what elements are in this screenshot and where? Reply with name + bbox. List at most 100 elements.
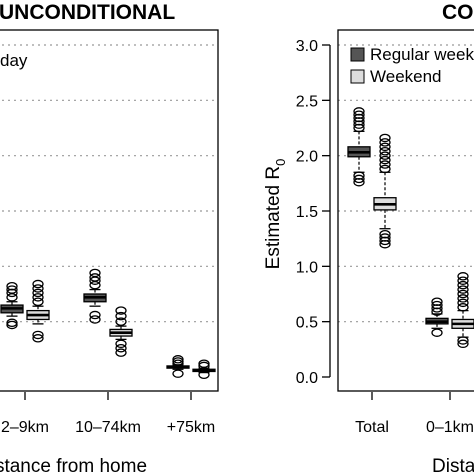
legend-swatch-weekend [350,69,365,84]
outlier-point [89,273,101,282]
box-regular-weekday-2-9km [0,282,24,330]
panel-title-unconditional: UNCONDITIONAL [0,1,175,24]
y-tick-label: 2.0 [296,149,318,166]
legend: Regular weekday Weekend [350,45,474,86]
outlier-point [115,348,127,357]
outlier-point [379,160,391,169]
x-tick-label: 2–9km [1,419,49,436]
outlier-point [89,280,101,290]
legend-swatch-weekday [350,47,365,62]
x-tick-label: 10–74km [75,419,141,436]
outlier-point [115,317,127,326]
x-axis: Total 0–1km [355,392,474,436]
y-tick-label: 0.5 [296,315,318,332]
outlier-point [457,294,469,303]
outlier-point [32,284,44,293]
plot-frame [0,29,219,392]
boxplot-marks [347,107,474,349]
outlier-point [353,171,365,180]
outlier-point [32,279,44,289]
outlier-point [32,330,44,340]
box-weekend-2-9km [26,279,50,343]
outlier-point [6,293,18,302]
legend: day [0,51,28,70]
y-axis-label-subscript: 0 [273,159,288,166]
y-axis-label: Estimated R0 [263,159,288,270]
outlier-point [431,297,443,306]
outlier-point [379,164,391,174]
x-tick-label: +75km [167,419,215,436]
box-weekend-+75km [192,359,216,380]
outlier-point [172,369,184,378]
outlier-point [89,310,101,320]
panel-title-conditional: CONDITIONAL [442,1,474,24]
outlier-point [32,297,44,306]
y-tick-label: 2.5 [296,93,318,110]
panel-conditional: CONDITIONAL 0.0 0.5 1.0 1.5 2.0 2.5 3.0 Estima… [263,1,474,474]
y-tick-label: 3.0 [296,38,318,55]
outlier-point [198,361,210,371]
outlier-point [32,334,44,343]
outlier-point [379,133,391,143]
outlier-point [457,339,469,349]
y-axis-label-main: Estimated R [263,166,284,269]
outlier-point [457,336,469,345]
outlier-point [89,268,101,278]
legend-label-weekday-fragment: day [0,51,28,70]
legend-label-weekend: Weekend [370,67,442,86]
outlier-point [172,359,184,368]
x-tick-label: Total [355,419,389,436]
outlier-point [379,151,391,160]
y-axis: 0.0 0.5 1.0 1.5 2.0 2.5 3.0 [296,38,331,387]
outlier-point [457,298,469,308]
outlier-point [172,355,184,364]
y-tick-label: 1.5 [296,204,318,221]
outlier-point [379,229,391,239]
x-tick-label: 0–1km [426,419,474,436]
outlier-point [198,359,210,368]
outlier-point [457,285,469,294]
outlier-point [115,339,127,349]
outlier-point [198,370,210,380]
outlier-point [353,107,365,116]
outlier-point [457,276,469,285]
outlier-point [457,303,469,312]
outlier-point [431,328,443,337]
outlier-point [379,155,391,165]
panel-unconditional: UNCONDITIONAL day 2–9km 10–74km +75km Dist… [0,1,219,474]
outlier-point [6,285,18,294]
outlier-point [353,174,365,184]
outlier-point [115,311,127,321]
outlier-point [115,343,127,353]
outlier-point [379,142,391,152]
box-weekend-10-74km [109,306,133,357]
outlier-point [457,280,469,290]
y-tick-label: 0.0 [296,370,318,387]
outlier-point [6,318,18,328]
outlier-point [115,306,127,315]
plot-frame [337,29,474,392]
outlier-point [379,138,391,147]
outlier-point [172,357,184,366]
x-axis-label: Distance from home [432,456,474,474]
outlier-point [6,282,18,291]
outlier-point [32,293,44,302]
box-regular-weekday-10-74km [83,268,107,324]
box-weekend-total [373,133,397,249]
box-regular-weekday-0-1km [425,297,449,337]
outlier-point [353,110,365,119]
boxplot-marks [0,268,216,380]
box-regular-weekday-total [347,107,371,187]
x-axis: 2–9km 10–74km +75km [1,392,215,436]
outlier-point [431,300,443,310]
outlier-point [32,288,44,298]
outlier-point [379,233,391,242]
grid-lines [0,44,218,323]
grid-lines [338,44,474,323]
outlier-point [379,146,391,156]
outlier-point [457,272,469,281]
outlier-point [6,320,18,330]
outlier-point [457,289,469,299]
outlier-point [89,315,101,324]
box-weekend-0-1km [451,272,474,349]
